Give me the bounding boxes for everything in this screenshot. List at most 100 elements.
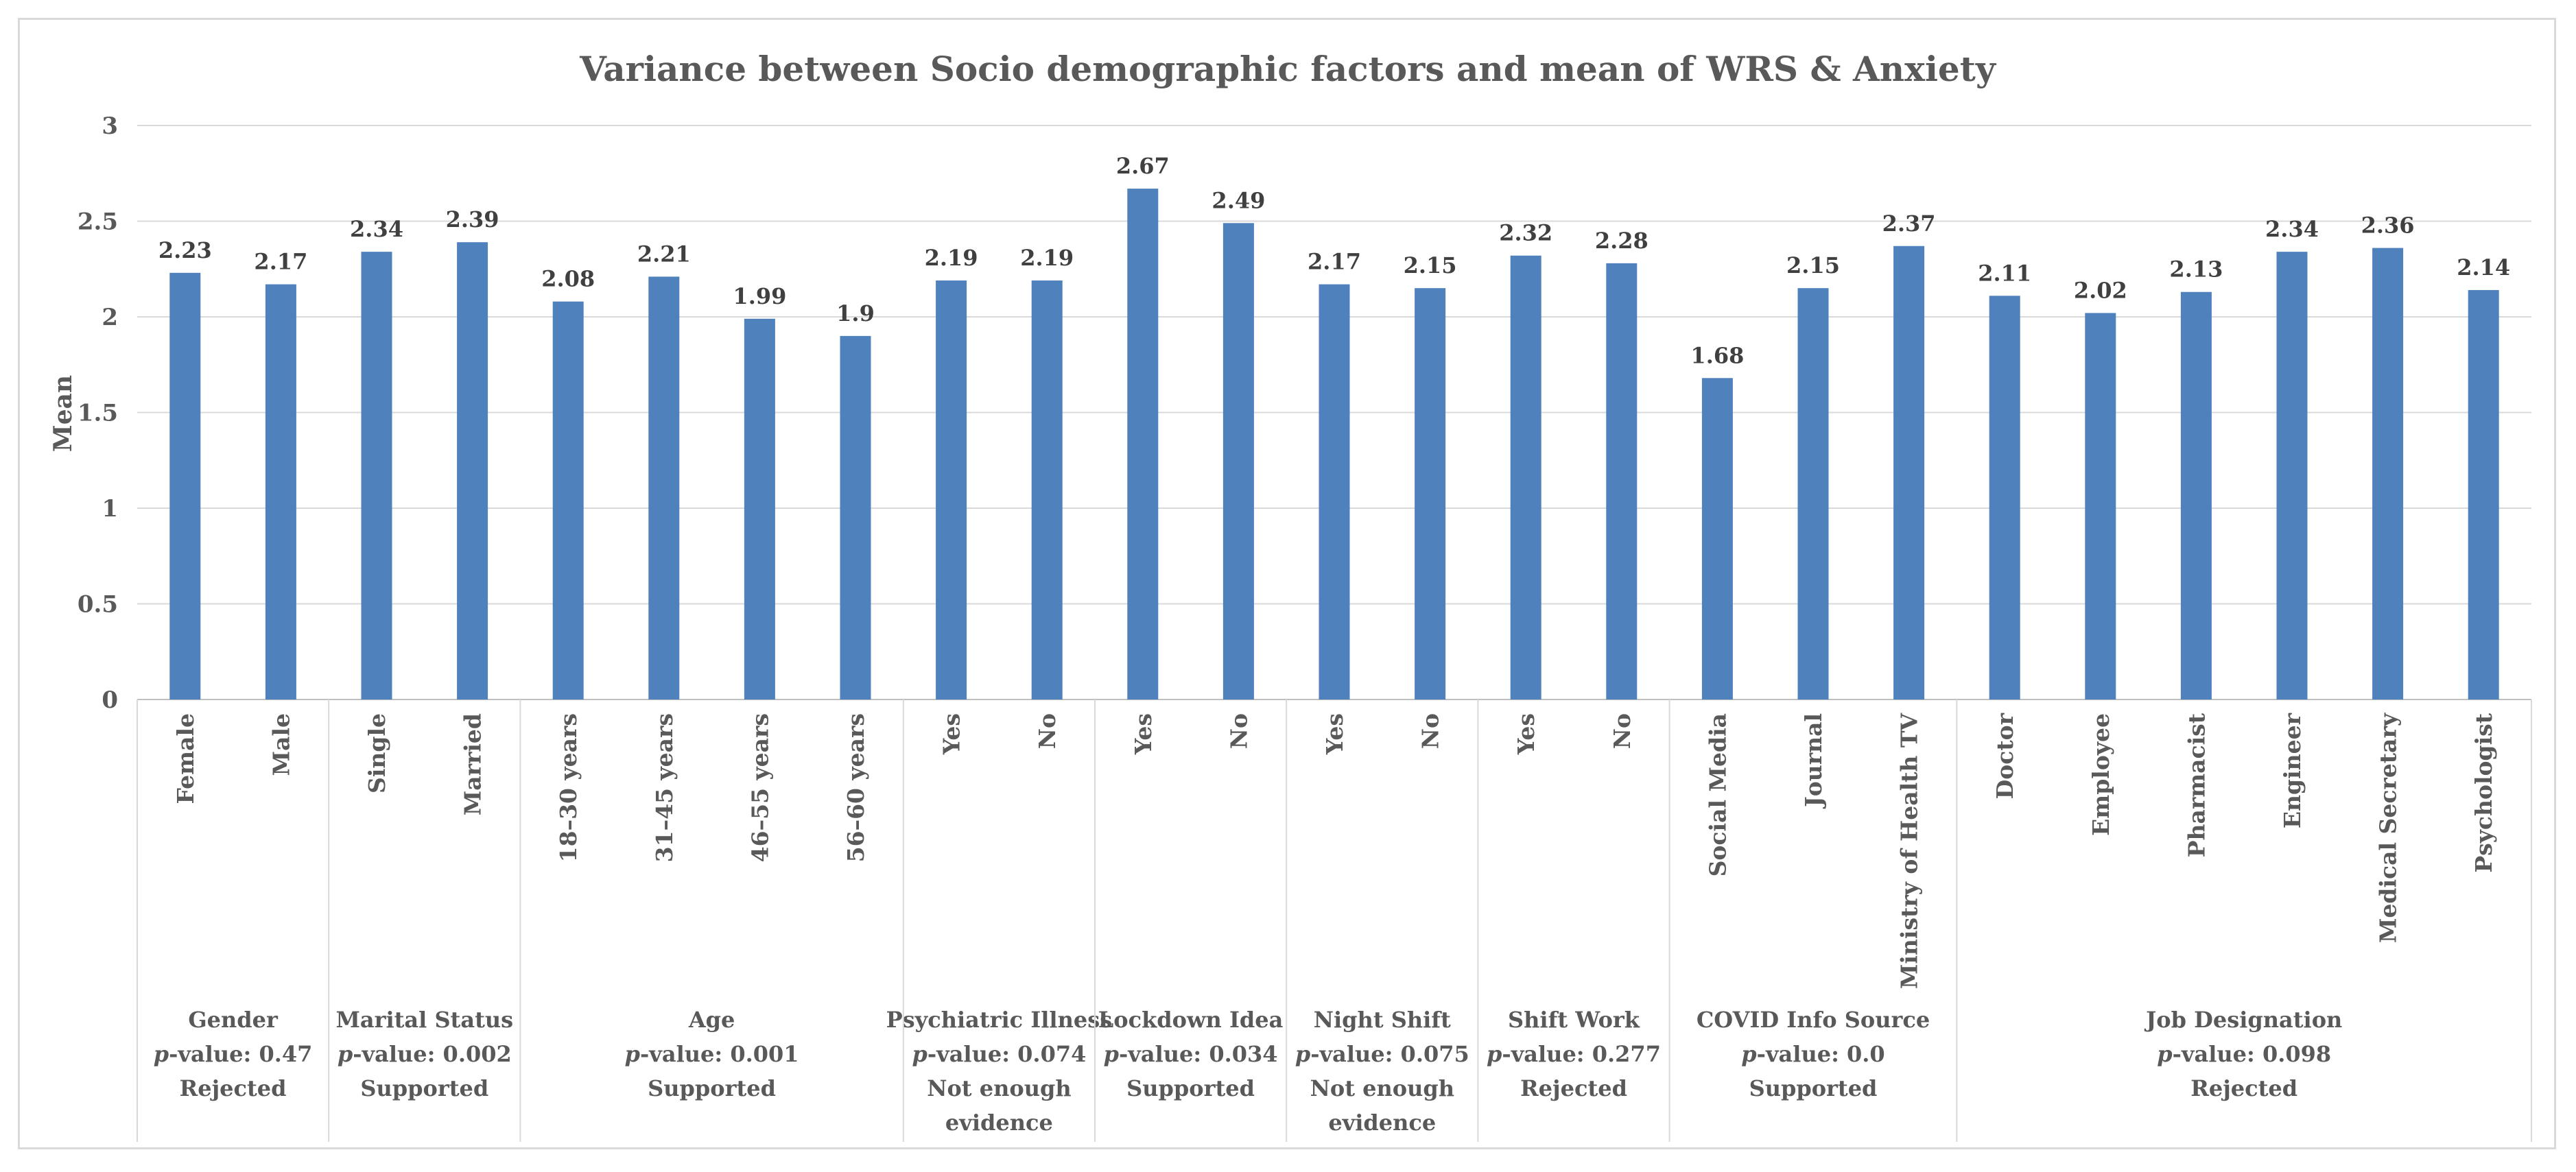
category-label: Pharmacist [2183, 713, 2210, 857]
category-label: Medical Secretary [2375, 713, 2402, 943]
data-label: 1.68 [1690, 342, 1744, 368]
bar [840, 335, 871, 699]
y-tick-label: 0.5 [78, 591, 118, 619]
y-tick-labels: 0 0.5 1 1.5 2 2.5 3 [78, 112, 118, 714]
group-result: Supported [1749, 1075, 1878, 1101]
p-symbol: p [912, 1041, 927, 1067]
group-result-line: Rejected [1520, 1075, 1627, 1101]
p-symbol: p [1487, 1041, 1502, 1067]
category-label: No [1417, 713, 1444, 749]
category-label: Engineer [2279, 713, 2306, 828]
category-label: Employee [2088, 713, 2114, 836]
category-label: No [1225, 713, 1252, 749]
group-result: Rejected [1520, 1075, 1627, 1101]
group-result: Supported [360, 1075, 488, 1101]
bar [1222, 223, 1254, 699]
p-value-text: -value: 0.002 [353, 1041, 512, 1067]
group-p-value: p-value: 0.002 [338, 1041, 512, 1067]
data-label: 2.28 [1595, 228, 1649, 254]
bar [265, 284, 296, 699]
bar [457, 242, 488, 699]
data-label: 2.17 [1308, 249, 1361, 275]
p-symbol: p [2157, 1041, 2172, 1067]
bar [1415, 288, 1446, 699]
data-label: 2.15 [1786, 252, 1840, 278]
p-symbol: p [1741, 1041, 1756, 1067]
data-label: 1.9 [836, 300, 875, 326]
p-symbol: p [625, 1041, 640, 1067]
group-name: Night Shift [1314, 1007, 1451, 1033]
data-label: 2.49 [1212, 187, 1265, 213]
group-result: Not enough evidence [1310, 1075, 1454, 1136]
p-value-text: -value: 0.075 [1310, 1041, 1469, 1067]
data-label: 2.17 [254, 249, 307, 275]
bar [2180, 291, 2212, 700]
group-name: Gender [188, 1007, 279, 1033]
p-value-text: -value: 0.277 [1502, 1041, 1661, 1067]
chart-title: Variance between Socio demographic facto… [579, 49, 1997, 89]
data-label: 2.23 [158, 237, 212, 263]
category-label: Married [460, 713, 486, 815]
bars [169, 189, 2499, 700]
group-p-value: p-value: 0.001 [625, 1041, 799, 1067]
bar [1989, 296, 2020, 699]
data-label: 2.19 [1020, 245, 1074, 271]
category-label: Psychologist [2470, 713, 2497, 872]
p-value-text: -value: 0.001 [640, 1041, 799, 1067]
category-label: Yes [938, 713, 965, 755]
data-labels: 2.23 2.17 2.34 2.39 2.08 2.21 1.99 1.9 2.19 2.19 2… [158, 153, 2510, 368]
bar [2372, 248, 2404, 699]
group-result-line: Not enough [1310, 1075, 1454, 1101]
category-label: No [1609, 713, 1635, 749]
group-p-value: p-value: 0.074 [912, 1041, 1086, 1067]
category-label: 31–45 years [651, 713, 678, 862]
group-name: COVID Info Source [1697, 1007, 1930, 1033]
category-label: Ministry of Health TV [1896, 713, 1923, 990]
group-separators [137, 699, 2532, 1142]
bar [552, 301, 584, 699]
category-label: 18–30 years [555, 713, 582, 862]
data-label: 2.21 [637, 241, 691, 267]
bar [1797, 288, 1829, 699]
group-result: Supported [1126, 1075, 1255, 1101]
group-name: Psychiatric Illness [886, 1007, 1113, 1033]
p-value-text: -value: 0.47 [169, 1041, 312, 1067]
group-p-value: p-value: 0.277 [1487, 1041, 1661, 1067]
category-label: Single [364, 713, 390, 793]
bar [2085, 313, 2116, 699]
y-tick-label: 2 [102, 304, 118, 331]
data-label: 2.11 [1978, 260, 2031, 286]
p-symbol: p [1104, 1041, 1119, 1067]
group-p-value: p-value: 0.034 [1104, 1041, 1278, 1067]
category-label: Yes [1513, 713, 1539, 755]
group-result-line: Not enough [927, 1075, 1071, 1101]
group-result: Rejected [180, 1075, 287, 1101]
category-label: 56–60 years [842, 713, 869, 862]
data-label: 2.08 [541, 266, 595, 292]
group-name: Job Designation [2144, 1007, 2342, 1033]
bar [1127, 189, 1159, 699]
category-label: Yes [1321, 713, 1348, 755]
bar [1031, 280, 1063, 699]
data-label: 2.34 [2265, 216, 2319, 242]
data-label: 2.67 [1116, 153, 1170, 179]
group-p-value: p-value: 0.47 [154, 1041, 313, 1067]
bar [361, 252, 392, 699]
group-p-value: p-value: 0.0 [1741, 1041, 1884, 1067]
bar [2468, 289, 2499, 699]
y-tick-label: 2.5 [78, 208, 118, 236]
p-value-text: -value: 0.098 [2173, 1041, 2332, 1067]
group-p-value: p-value: 0.075 [1295, 1041, 1469, 1067]
data-label: 2.37 [1882, 211, 1936, 237]
group-result: Supported [648, 1075, 776, 1101]
y-tick-label: 0 [102, 686, 118, 714]
group-result-line: Rejected [180, 1075, 287, 1101]
category-label: Journal [1800, 713, 1827, 809]
group-result-line: Supported [648, 1075, 776, 1101]
group-name: Shift Work [1508, 1007, 1640, 1033]
y-tick-label: 1.5 [78, 400, 118, 427]
p-value-text: -value: 0.0 [1757, 1041, 1885, 1067]
bar [169, 272, 201, 700]
